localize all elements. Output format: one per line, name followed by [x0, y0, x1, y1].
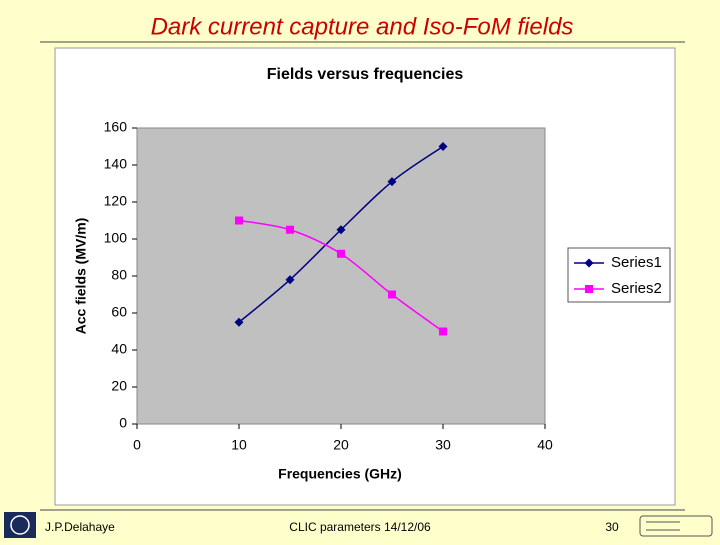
chart-title: Fields versus frequencies	[267, 66, 464, 83]
logo-right	[639, 515, 713, 537]
footer-author: J.P.Delahaye	[45, 520, 115, 534]
legend-label: Series2	[611, 280, 662, 297]
marker	[439, 327, 447, 336]
logo-left-ring	[10, 515, 30, 535]
legend-marker	[585, 285, 593, 293]
y-tick-label: 0	[119, 415, 127, 431]
marker	[336, 225, 346, 235]
y-tick-label: 160	[104, 119, 128, 135]
marker	[337, 249, 345, 258]
y-tick-label: 80	[111, 267, 127, 283]
x-tick-label: 20	[333, 437, 349, 453]
legend-marker	[584, 258, 594, 268]
y-tick-label: 40	[111, 341, 127, 357]
slide-title: Dark current capture and Iso-FoM fields	[151, 13, 574, 40]
x-tick-label: 10	[231, 437, 247, 453]
plot-area	[136, 127, 546, 425]
x-tick-label: 40	[537, 437, 553, 453]
marker	[387, 177, 397, 187]
marker	[234, 317, 244, 327]
x-axis-label: Frequencies (GHz)	[278, 466, 402, 482]
marker	[286, 225, 294, 234]
marker	[235, 216, 243, 225]
x-tick-label: 0	[133, 437, 141, 453]
y-tick-label: 120	[104, 193, 128, 209]
marker	[438, 142, 448, 151]
marker	[388, 290, 396, 299]
y-tick-label: 100	[104, 230, 128, 246]
legend-label: Series1	[611, 254, 662, 271]
page-number: 30	[605, 520, 619, 534]
marker	[285, 275, 295, 285]
y-tick-label: 20	[111, 378, 127, 394]
y-tick-label: 60	[111, 304, 127, 320]
y-axis-label: Acc fields (MV/m)	[73, 218, 89, 335]
x-tick-label: 30	[435, 437, 451, 453]
footer-center: CLIC parameters 14/12/06	[289, 520, 431, 534]
y-tick-label: 140	[104, 156, 128, 172]
